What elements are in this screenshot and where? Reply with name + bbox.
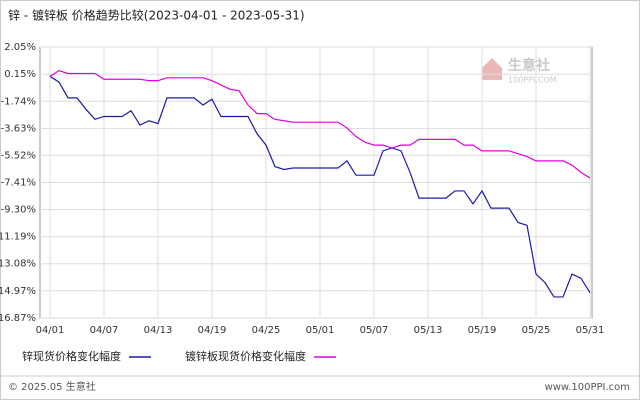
legend-label: 锌现货价格变化幅度 bbox=[22, 349, 121, 363]
x-tick-label: 05/01 bbox=[306, 325, 335, 336]
y-tick-label: -9.30% bbox=[1, 205, 36, 216]
footer-left: © 2025.05 生意社 bbox=[8, 380, 96, 393]
x-tick-label: 04/19 bbox=[198, 325, 227, 336]
y-tick-label: -11.19% bbox=[0, 232, 36, 243]
x-tick-label: 05/19 bbox=[468, 325, 497, 336]
y-tick-label: -5.52% bbox=[1, 150, 36, 161]
legend-label: 镀锌板现货价格变化幅度 bbox=[185, 349, 306, 363]
x-tick-label: 05/13 bbox=[414, 325, 443, 336]
x-tick-label: 05/07 bbox=[360, 325, 389, 336]
watermark-text: 生意社 bbox=[508, 57, 550, 74]
footer-right: www.100PPI.com bbox=[545, 382, 630, 393]
y-tick-label: -13.08% bbox=[0, 259, 36, 270]
x-tick-label: 04/25 bbox=[252, 325, 281, 336]
x-tick-label: 05/31 bbox=[576, 325, 605, 336]
y-tick-label: -14.97% bbox=[0, 286, 36, 297]
x-tick-label: 04/07 bbox=[90, 325, 119, 336]
x-tick-label: 04/13 bbox=[144, 325, 173, 336]
y-tick-label: 2.05% bbox=[4, 42, 36, 53]
y-tick-label: -3.63% bbox=[1, 123, 36, 134]
watermark-url: 100PPI.COM bbox=[508, 76, 557, 85]
series-line bbox=[49, 75, 591, 298]
x-tick-label: 04/01 bbox=[36, 325, 65, 336]
series-line bbox=[49, 69, 591, 179]
chart-title: 锌 - 镀锌板 价格趋势比较(2023-04-01 - 2023-05-31) bbox=[8, 8, 305, 23]
y-tick-label: -7.41% bbox=[1, 178, 36, 189]
x-tick-label: 05/25 bbox=[522, 325, 551, 336]
y-tick-label: 0.15% bbox=[4, 69, 36, 80]
y-tick-label: -1.74% bbox=[1, 96, 36, 107]
y-tick-label: -16.87% bbox=[0, 313, 36, 324]
